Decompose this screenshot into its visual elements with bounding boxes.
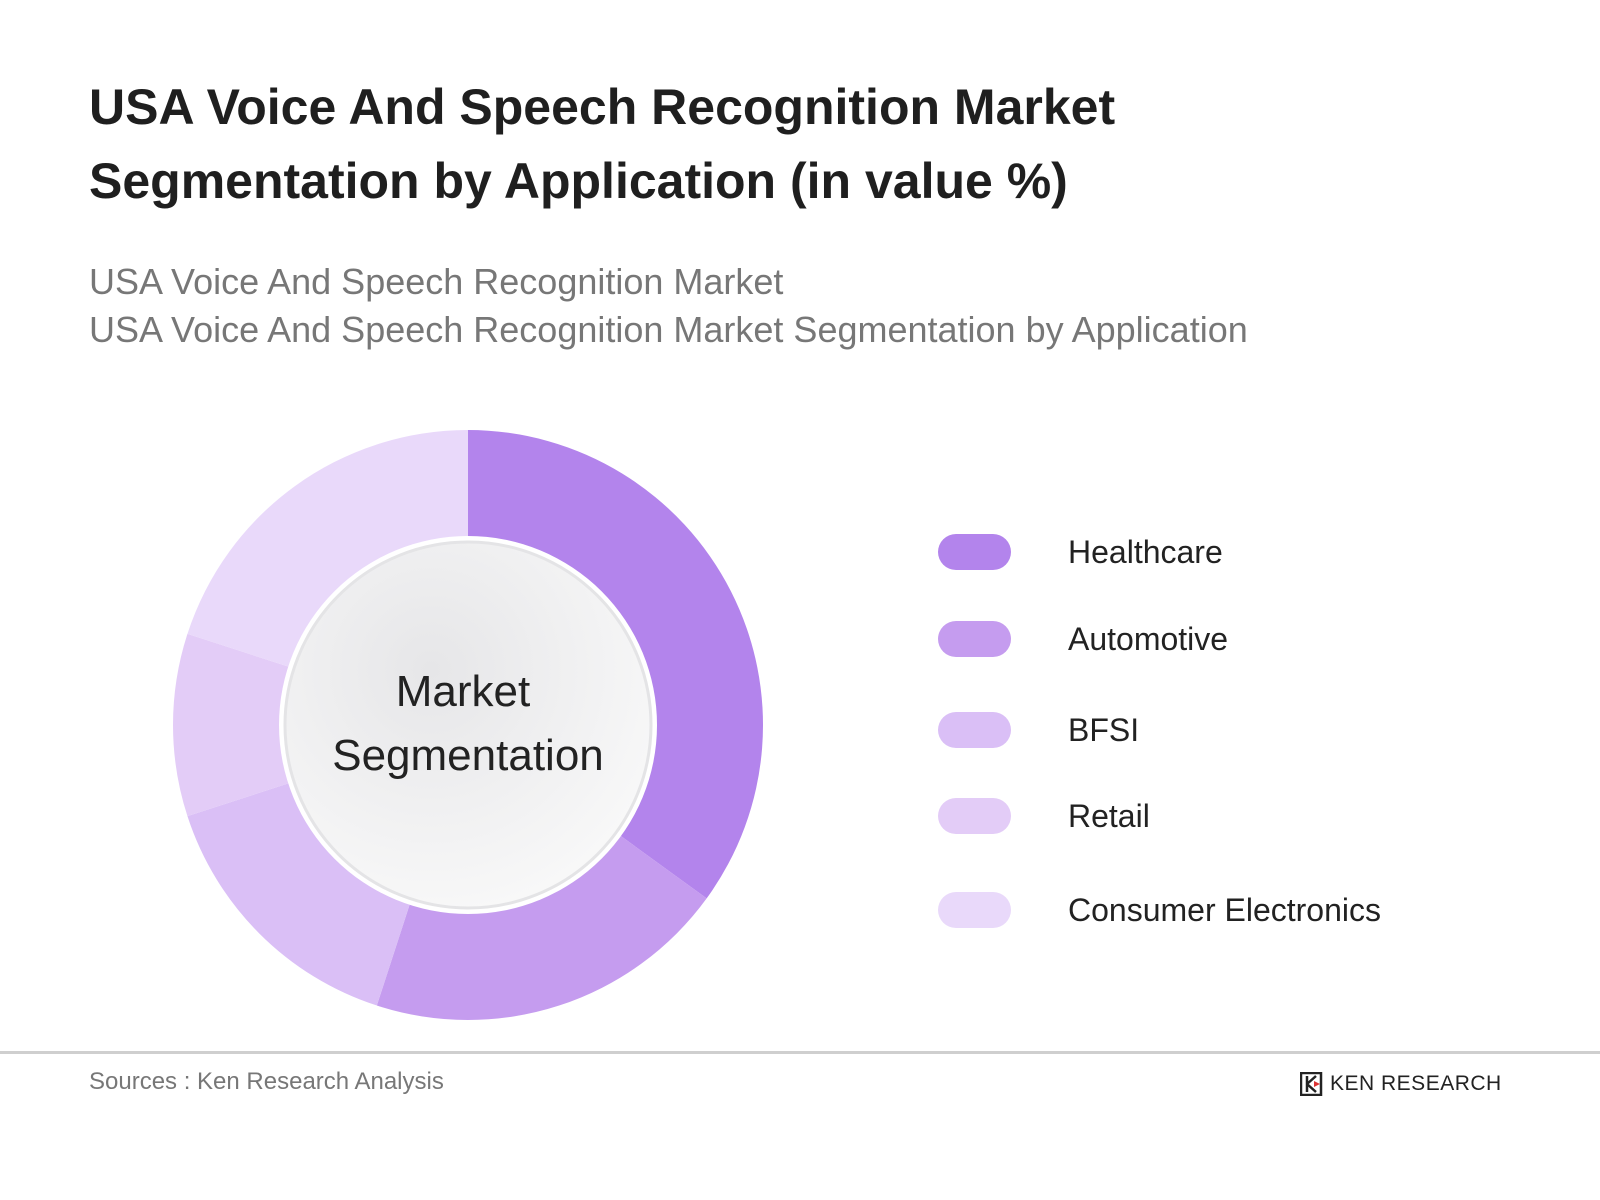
ken-research-logo: KEN RESEARCH — [1300, 1072, 1502, 1096]
legend-swatch — [938, 892, 1011, 928]
legend-label: Healthcare — [1068, 534, 1223, 570]
legend-swatch — [938, 534, 1011, 570]
legend-swatch — [938, 798, 1011, 834]
source-note: Sources : Ken Research Analysis — [89, 1068, 444, 1095]
ken-research-logo-icon — [1300, 1072, 1323, 1096]
legend-swatch — [938, 621, 1011, 657]
subtitle-line-2: USA Voice And Speech Recognition Market … — [89, 309, 1248, 350]
center-label-line-2: Segmentation — [332, 731, 604, 780]
legend-label: Consumer Electronics — [1068, 892, 1381, 928]
legend-label: Retail — [1068, 798, 1150, 834]
legend-label: BFSI — [1068, 712, 1140, 748]
legend-swatch — [938, 712, 1011, 748]
logo-text: KEN RESEARCH — [1330, 1072, 1502, 1095]
center-label-line-1: Market — [396, 667, 530, 716]
subtitle: USA Voice And Speech Recognition Market … — [89, 258, 1248, 354]
title-line-2: Segmentation by Application (in value %) — [89, 153, 1068, 209]
legend-label: Automotive — [1068, 621, 1229, 657]
subtitle-line-1: USA Voice And Speech Recognition Market — [89, 261, 784, 302]
page-title: USA Voice And Speech Recognition Market … — [89, 70, 1389, 218]
donut-center — [283, 540, 653, 910]
donut-chart: Market Segmentation — [173, 430, 763, 1020]
footer-divider — [0, 1051, 1600, 1054]
slice-bfsi — [187, 771, 422, 1006]
slice-consumer-electronics — [187, 430, 468, 679]
slice-automotive — [376, 813, 707, 1020]
title-line-1: USA Voice And Speech Recognition Market — [89, 79, 1116, 135]
